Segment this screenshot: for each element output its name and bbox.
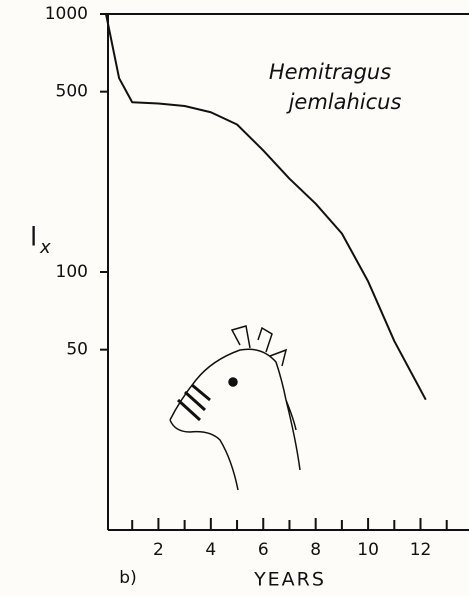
y-axis-label-sub: x — [39, 237, 51, 258]
annotation: jemlahicus — [286, 90, 402, 114]
y-tick-label: 500 — [56, 82, 88, 102]
survivorship-line — [105, 13, 427, 401]
annotation: Hemitragus — [269, 60, 391, 84]
x-tick-label: 4 — [205, 540, 216, 560]
y-tick-label: 1000 — [45, 4, 88, 24]
x-tick-label: 6 — [258, 540, 269, 560]
x-axis-label: YEARS — [253, 569, 326, 591]
y-axis-label: l — [30, 223, 37, 253]
y-tick-label: 50 — [66, 340, 88, 360]
goat-illustration — [169, 325, 301, 491]
x-tick-label: 10 — [357, 540, 379, 560]
x-tick-label: 12 — [410, 540, 432, 560]
x-tick-label: 2 — [153, 540, 164, 560]
panel-label: b) — [119, 568, 136, 588]
y-tick-label: 100 — [56, 262, 88, 282]
x-tick-label: 8 — [310, 540, 321, 560]
